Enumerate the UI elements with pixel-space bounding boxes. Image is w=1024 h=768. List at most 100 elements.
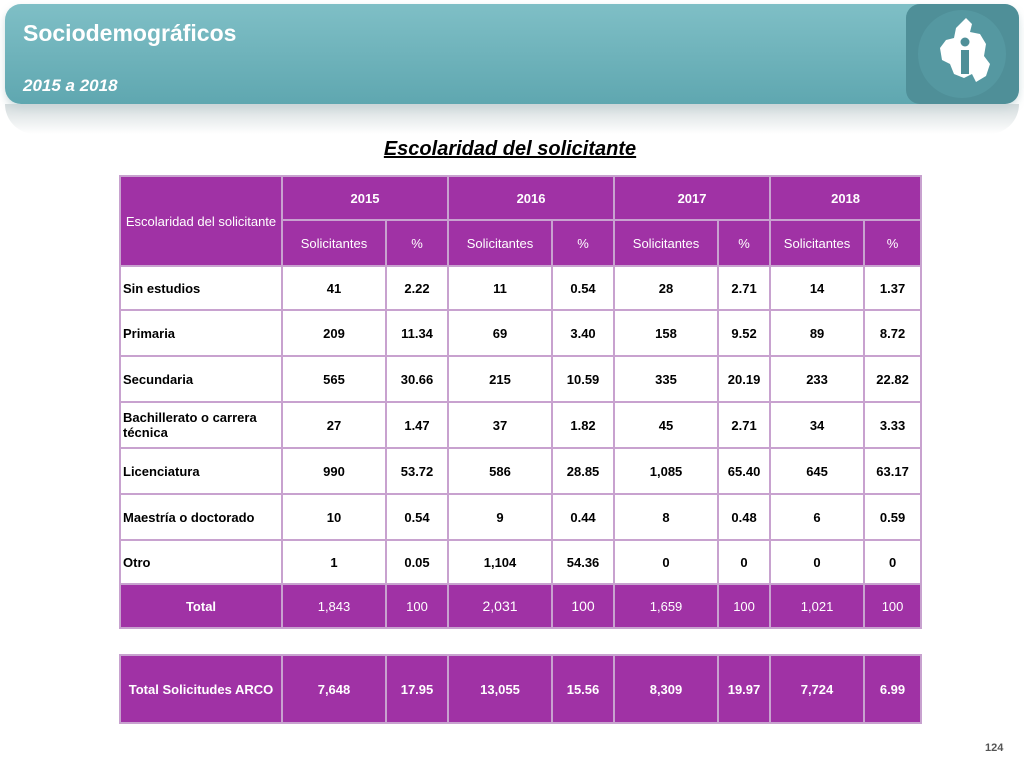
arco-cell: 7,648 (281, 654, 387, 724)
arco-cell: 6.99 (863, 654, 922, 724)
table-row: Maestría o doctorado 10 0.54 9 0.44 8 0.48 6 0.5… (119, 493, 923, 541)
sub-header: % (863, 219, 923, 267)
table-cell: 22.82 (863, 355, 923, 403)
sub-header: % (384, 219, 450, 267)
table-cell: 0 (769, 539, 866, 585)
row-label: Bachillerato o carrera técnica (119, 401, 283, 449)
table-title: Escolaridad del solicitante (383, 138, 637, 160)
table-cell: 565 (281, 355, 387, 403)
table-cell: 54.36 (551, 539, 616, 585)
table-cell: 3.40 (551, 309, 616, 357)
row-label: Otro (119, 539, 283, 585)
table-cell: 53.72 (384, 447, 450, 495)
arco-cell: 15.56 (551, 654, 615, 724)
table-cell: 10 (281, 493, 387, 541)
table-row: Sin estudios 41 2.22 11 0.54 28 2.71 14 1.37 (119, 265, 923, 311)
arco-cell: 13,055 (447, 654, 553, 724)
total-cell: 1,021 (769, 583, 866, 629)
table-cell: 0.54 (551, 265, 616, 311)
sub-header: Solicitantes (447, 219, 554, 267)
table-cell: 9.52 (717, 309, 772, 357)
table-cell: 3.33 (863, 401, 923, 449)
table-cell: 11 (447, 265, 554, 311)
sub-header: Solicitantes (281, 219, 387, 267)
total-cell: 100 (717, 583, 772, 629)
table-cell: 8.72 (863, 309, 923, 357)
total-label: Total (119, 583, 283, 629)
table-cell: 1.47 (384, 401, 450, 449)
table-cell: 28 (613, 265, 720, 311)
table-cell: 37 (447, 401, 554, 449)
row-label: Maestría o doctorado (119, 493, 283, 541)
table-cell: 14 (769, 265, 866, 311)
row-label: Licenciatura (119, 447, 283, 495)
table-row: Licenciatura 990 53.72 586 28.85 1,085 65.40 64… (119, 447, 923, 495)
arco-cell: 7,724 (769, 654, 865, 724)
row-label: Primaria (119, 309, 283, 357)
table-cell: 1,104 (447, 539, 554, 585)
table-row: Otro 1 0.05 1,104 54.36 0 0 0 0 (119, 539, 923, 585)
page-subtitle: 2015 a 2018 (23, 76, 118, 95)
table-cell: 69 (447, 309, 554, 357)
table-cell: 89 (769, 309, 866, 357)
arco-label: Total Solicitudes ARCO (119, 654, 283, 724)
year-header: 2016 (447, 175, 616, 221)
table-cell: 209 (281, 309, 387, 357)
page-number: 124 (985, 742, 1004, 754)
table-cell: 0.44 (551, 493, 616, 541)
table-cell: 2.22 (384, 265, 450, 311)
table-cell: 1.37 (863, 265, 923, 311)
arco-cell: 19.97 (717, 654, 771, 724)
logo (906, 4, 1019, 104)
table-cell: 335 (613, 355, 720, 403)
year-header: 2018 (769, 175, 923, 221)
table-cell: 158 (613, 309, 720, 357)
table-row: Bachillerato o carrera técnica 27 1.47 37 1.… (119, 401, 923, 449)
table-cell: 10.59 (551, 355, 616, 403)
table-cell: 27 (281, 401, 387, 449)
table-cell: 0 (613, 539, 720, 585)
table-cell: 2.71 (717, 401, 772, 449)
row-label: Secundaria (119, 355, 283, 403)
page-title: Sociodemográficos (23, 20, 237, 46)
corner-header: Escolaridad del solicitante (119, 175, 283, 267)
table-cell: 34 (769, 401, 866, 449)
table-cell: 63.17 (863, 447, 923, 495)
sub-header: % (717, 219, 772, 267)
table-cell: 0.59 (863, 493, 923, 541)
table-cell: 1 (281, 539, 387, 585)
table-cell: 41 (281, 265, 387, 311)
table-cell: 11.34 (384, 309, 450, 357)
arco-cell: 8,309 (613, 654, 719, 724)
table-cell: 0.05 (384, 539, 450, 585)
arco-cell: 17.95 (385, 654, 449, 724)
sub-header: % (551, 219, 616, 267)
year-header: 2017 (613, 175, 772, 221)
table-cell: 28.85 (551, 447, 616, 495)
table-cell: 1,085 (613, 447, 720, 495)
table-cell: 0.48 (717, 493, 772, 541)
table-cell: 1.82 (551, 401, 616, 449)
table-cell: 30.66 (384, 355, 450, 403)
header-shadow (5, 104, 1019, 134)
table-cell: 645 (769, 447, 866, 495)
row-label: Sin estudios (119, 265, 283, 311)
table-cell: 45 (613, 401, 720, 449)
table-cell: 8 (613, 493, 720, 541)
table-cell: 0 (717, 539, 772, 585)
table-cell: 215 (447, 355, 554, 403)
education-table: Escolaridad del solicitante 2015 2016 20… (119, 175, 923, 629)
table-cell: 0.54 (384, 493, 450, 541)
table-cell: 9 (447, 493, 554, 541)
table-cell: 0 (863, 539, 923, 585)
total-cell: 100 (863, 583, 923, 629)
total-cell: 100 (384, 583, 450, 629)
table-cell: 65.40 (717, 447, 772, 495)
year-header: 2015 (280, 175, 450, 221)
total-cell: 1,843 (281, 583, 387, 629)
sub-header: Solicitantes (769, 219, 866, 267)
table-row: Secundaria 565 30.66 215 10.59 335 20.19 233 22.… (119, 355, 923, 403)
total-row: Total 1,843 100 2,031 100 1,659 100 1,02… (119, 583, 923, 629)
table-cell: 20.19 (717, 355, 772, 403)
table-row: Primaria 209 11.34 69 3.40 158 9.52 89 8.72 (119, 309, 923, 357)
